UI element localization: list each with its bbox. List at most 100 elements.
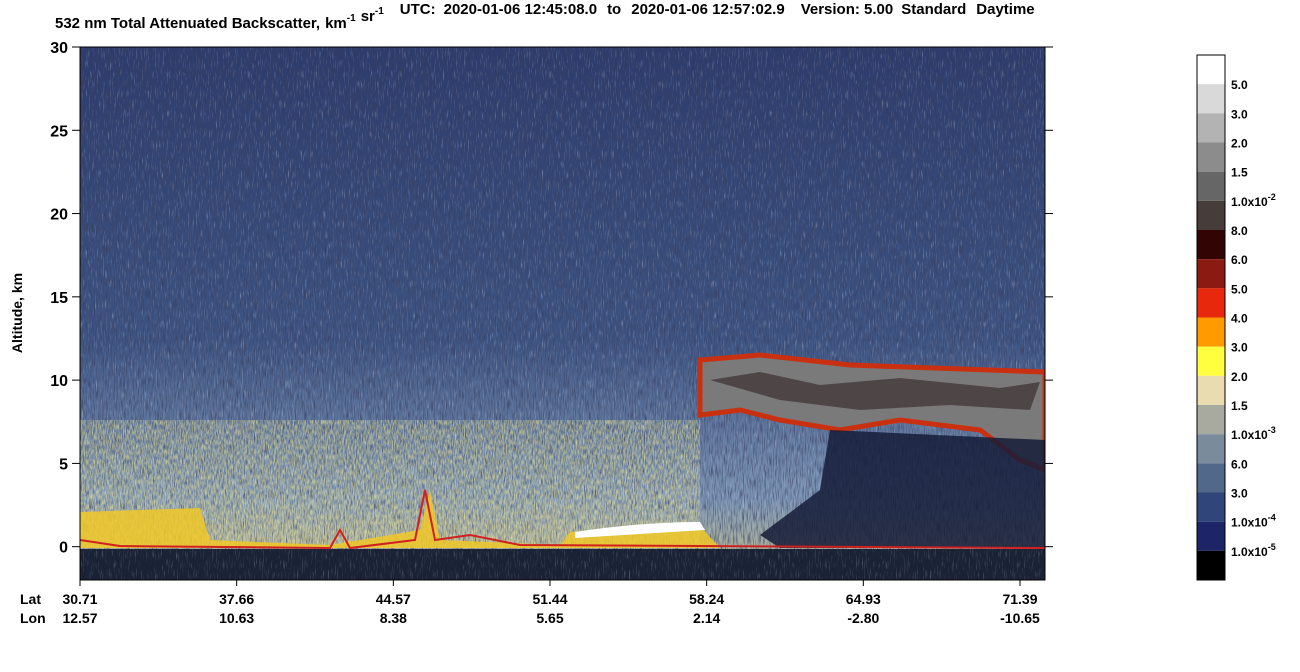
colorbar-label: 2.0 [1231,137,1248,151]
title-text: 532 nm Total Attenuated Backscatter, [55,15,320,32]
colorbar-label: 1.0x10-4 [1231,513,1276,530]
chart-title: 532 nm Total Attenuated Backscatter, km-1… [55,1,1035,32]
colorbar-label-text: 1.5 [1231,399,1248,413]
colorbar-label: 2.0 [1231,370,1248,384]
colorbar-swatch [1197,55,1225,85]
colorbar-label-text: 6.0 [1231,457,1248,471]
lon-label: 10.63 [219,610,254,626]
colorbar-label: 1.5 [1231,166,1248,180]
colorbar-swatch [1197,288,1225,318]
to: to [607,1,621,18]
lat-label: 51.44 [532,591,567,607]
colorbar-swatch [1197,171,1225,201]
colorbar-label-exponent: -3 [1268,425,1276,435]
surface-return [80,489,1045,550]
y-tick-label: 10 [50,373,68,390]
colorbar-swatch [1197,550,1225,580]
y-tick-label: 25 [50,123,68,140]
colorbar-swatch [1197,113,1225,143]
y-tick-label: 20 [50,207,68,224]
colorbar-label: 5.0 [1231,282,1248,296]
colorbar-swatch [1197,84,1225,114]
lon-label: -2.80 [847,610,879,626]
lat-label: 37.66 [219,591,254,607]
backscatter-image [80,47,1045,580]
colorbar-swatch [1197,405,1225,435]
colorbar-label-exponent: -4 [1268,513,1276,523]
y-tick-label: 30 [50,40,68,57]
lat-label: 71.39 [1002,591,1037,607]
colorbar-swatch [1197,521,1225,551]
colorbar-label: 1.5 [1231,399,1248,413]
colorbar-label: 1.0x10-3 [1231,425,1276,442]
lat-label: 58.24 [689,591,724,607]
colorbar-swatch [1197,142,1225,172]
product: Standard [901,1,966,18]
colorbar-swatch [1197,230,1225,260]
colorbar-label-text: 2.0 [1231,137,1248,151]
colorbar-label-text: 8.0 [1231,224,1248,238]
colorbar-label-text: 6.0 [1231,253,1248,267]
colorbar-swatch [1197,463,1225,493]
cirrus-core [710,372,1040,410]
unit: km [325,15,347,32]
y-tick-label: 15 [50,290,68,307]
lon-label: 12.57 [62,610,97,626]
plot-frame [79,46,1046,581]
version: Version: 5.00 [801,1,894,18]
lat-label: 30.71 [62,591,97,607]
colorbar-label-text: 5.0 [1231,282,1248,296]
colorbar-label-text: 1.0x10 [1231,516,1268,530]
colorbar-swatch [1197,317,1225,347]
colorbar: 5.03.02.01.51.0x10-28.06.05.04.03.02.01.… [1196,54,1276,581]
unit-exponent: -1 [347,13,356,24]
colorbar-label-exponent: -2 [1268,192,1276,202]
colorbar-label-text: 2.0 [1231,370,1248,384]
colorbar-label-text: 1.0x10 [1231,195,1268,209]
lon-label: -10.65 [1000,610,1040,626]
lon-label: 2.14 [693,610,720,626]
colorbar-label-text: 1.5 [1231,166,1248,180]
colorbar-label: 6.0 [1231,253,1248,267]
lon-label: 5.65 [536,610,563,626]
colorbar-label-text: 5.0 [1231,78,1248,92]
colorbar-label: 8.0 [1231,224,1248,238]
colorbar-label-text: 3.0 [1231,487,1248,501]
y-axis-label: Altitude, km [9,273,25,353]
subsurface-noise [80,549,1045,580]
colorbar-swatch [1197,492,1225,522]
colorbar-swatch [1197,259,1225,289]
colorbar-swatch [1197,346,1225,376]
y-tick-label: 5 [59,456,68,473]
colorbar-label: 1.0x10-2 [1231,192,1276,209]
utc-label: UTC: [400,1,436,18]
y-axis: 0 5 10 15 20 25 30 [50,40,1053,557]
colorbar-swatch [1197,200,1225,230]
colorbar-label: 3.0 [1231,487,1248,501]
colorbar-label: 3.0 [1231,341,1248,355]
lon-label: 8.38 [380,610,407,626]
colorbar-label: 3.0 [1231,107,1248,121]
x-row-label: Lat [20,591,41,607]
colorbar-label-text: 4.0 [1231,312,1248,326]
x-axis: Lat Lon 30.71 12.57 37.66 10.63 44.57 8.38 51.44… [20,580,1040,626]
aerosol-layer [80,490,720,548]
colorbar-label: 5.0 [1231,78,1248,92]
colorbar-swatch [1197,434,1225,464]
colorbar-label: 4.0 [1231,312,1248,326]
colorbar-label-text: 3.0 [1231,107,1248,121]
lat-label: 64.93 [846,591,881,607]
colorbar-label: 6.0 [1231,457,1248,471]
mode: Daytime [976,1,1034,18]
colorbar-label-text: 3.0 [1231,341,1248,355]
x-row-label: Lon [20,610,46,626]
start-time: 2020-01-06 12:45:08.0 [444,1,597,18]
low-cloud [575,522,705,538]
unit: sr [361,8,375,25]
end-time: 2020-01-06 12:57:02.9 [631,1,784,18]
unit-exponent: -1 [375,6,384,17]
colorbar-frame [1196,54,1226,581]
colorbar-label-text: 1.0x10 [1231,545,1268,559]
colorbar-label: 1.0x10-5 [1231,542,1276,559]
